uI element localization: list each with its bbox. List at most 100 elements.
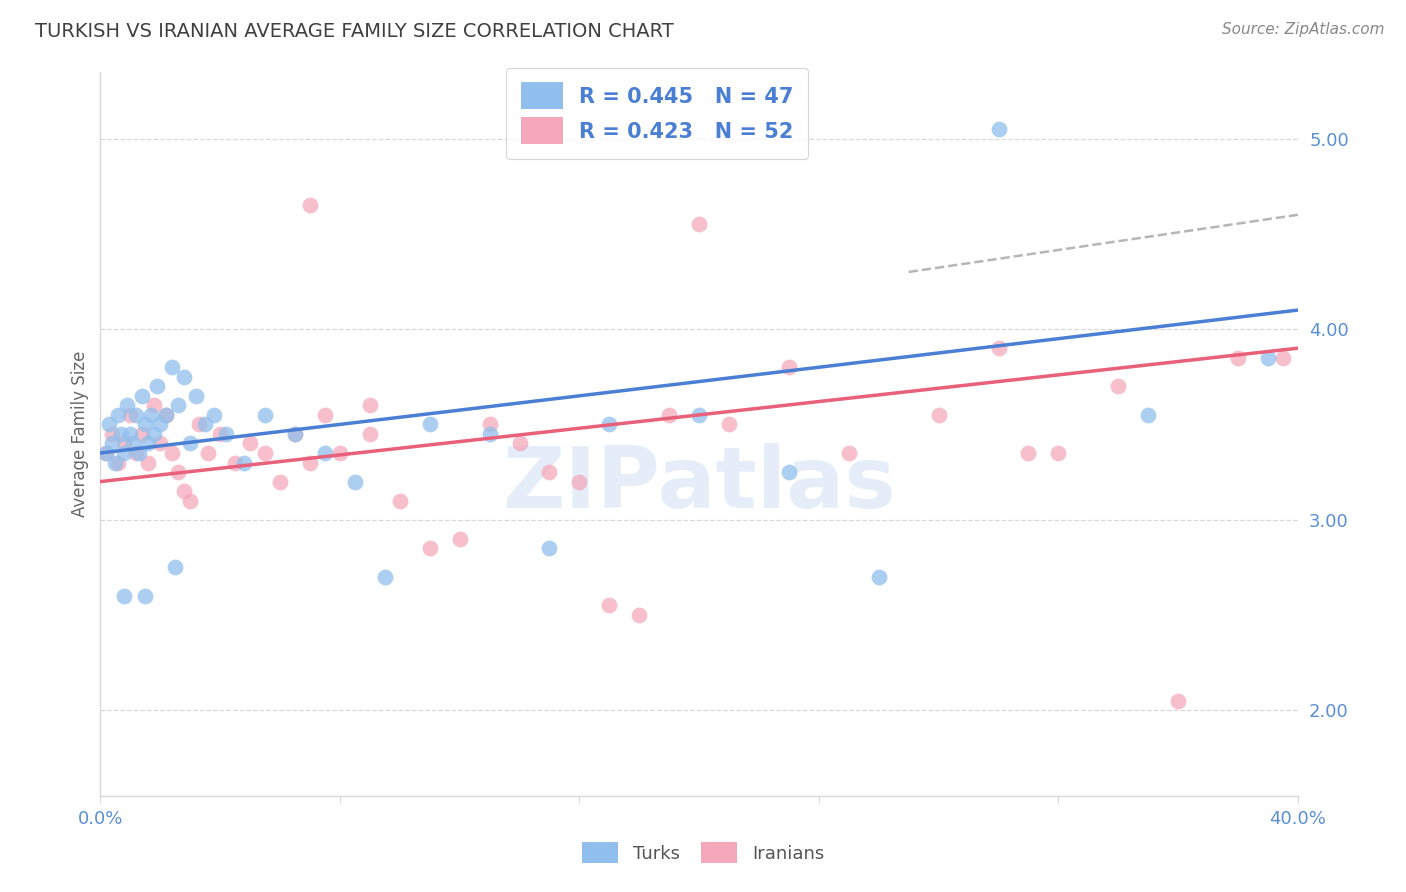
Point <box>314 408 336 422</box>
Point <box>314 446 336 460</box>
Text: ZIPatlas: ZIPatlas <box>502 443 896 526</box>
Point <box>253 446 276 460</box>
Point <box>134 417 156 432</box>
Point <box>202 408 225 422</box>
Text: TURKISH VS IRANIAN AVERAGE FAMILY SIZE CORRELATION CHART: TURKISH VS IRANIAN AVERAGE FAMILY SIZE C… <box>35 22 673 41</box>
Point <box>117 398 139 412</box>
Point <box>136 436 159 450</box>
Point <box>1347 265 1369 279</box>
Legend: Turks, Iranians: Turks, Iranians <box>574 833 832 872</box>
Point <box>141 408 163 422</box>
Point <box>568 475 591 489</box>
Point <box>718 417 741 432</box>
Point <box>160 446 183 460</box>
Point <box>778 465 800 479</box>
Point <box>167 465 190 479</box>
Point <box>125 408 148 422</box>
Point <box>449 532 471 546</box>
Point <box>98 417 121 432</box>
Point <box>688 217 710 231</box>
Point <box>778 360 800 375</box>
Legend: R = 0.445   N = 47, R = 0.423   N = 52: R = 0.445 N = 47, R = 0.423 N = 52 <box>506 68 808 159</box>
Point <box>165 560 187 574</box>
Point <box>179 436 201 450</box>
Point <box>149 417 172 432</box>
Point <box>101 436 124 450</box>
Point <box>987 341 1010 355</box>
Point <box>173 484 195 499</box>
Point <box>155 408 177 422</box>
Point <box>298 198 321 212</box>
Point <box>388 493 411 508</box>
Point <box>188 417 211 432</box>
Point <box>1047 446 1070 460</box>
Point <box>110 426 132 441</box>
Point <box>359 398 381 412</box>
Point <box>1107 379 1129 393</box>
Point <box>419 417 441 432</box>
Point <box>478 417 501 432</box>
Point <box>1167 694 1189 708</box>
Point <box>120 426 142 441</box>
Point <box>131 389 153 403</box>
Point <box>209 426 232 441</box>
Text: Source: ZipAtlas.com: Source: ZipAtlas.com <box>1222 22 1385 37</box>
Point <box>343 475 366 489</box>
Point <box>374 570 396 584</box>
Point <box>688 408 710 422</box>
Point <box>112 446 135 460</box>
Point <box>598 417 620 432</box>
Point <box>128 446 150 460</box>
Point <box>120 408 142 422</box>
Point <box>122 436 145 450</box>
Point <box>215 426 238 441</box>
Point <box>1227 351 1250 365</box>
Point <box>239 436 262 450</box>
Point <box>359 426 381 441</box>
Point <box>112 589 135 603</box>
Point <box>167 398 190 412</box>
Point <box>1272 351 1295 365</box>
Point <box>107 408 129 422</box>
Point <box>538 465 561 479</box>
Point <box>179 493 201 508</box>
Point <box>96 446 118 460</box>
Point <box>96 446 118 460</box>
Point <box>928 408 950 422</box>
Point <box>838 446 860 460</box>
Point <box>868 570 890 584</box>
Point <box>269 475 291 489</box>
Point <box>298 456 321 470</box>
Point <box>136 456 159 470</box>
Point <box>538 541 561 556</box>
Point <box>224 456 246 470</box>
Point <box>125 446 148 460</box>
Point <box>598 599 620 613</box>
Point <box>253 408 276 422</box>
Point <box>508 436 530 450</box>
Point <box>160 360 183 375</box>
Point <box>146 379 169 393</box>
Point <box>143 398 166 412</box>
Point <box>112 436 135 450</box>
Point <box>131 426 153 441</box>
Point <box>134 589 156 603</box>
Point <box>186 389 208 403</box>
Point <box>155 408 177 422</box>
Point <box>284 426 307 441</box>
Point <box>658 408 681 422</box>
Point <box>143 426 166 441</box>
Point <box>1018 446 1040 460</box>
Point <box>284 426 307 441</box>
Point <box>173 369 195 384</box>
Point <box>628 607 651 622</box>
Point <box>478 426 501 441</box>
Point <box>194 417 217 432</box>
Point <box>149 436 172 450</box>
Point <box>197 446 219 460</box>
Point <box>419 541 441 556</box>
Point <box>107 456 129 470</box>
Point <box>101 426 124 441</box>
Point <box>233 456 256 470</box>
Y-axis label: Average Family Size: Average Family Size <box>72 351 89 517</box>
